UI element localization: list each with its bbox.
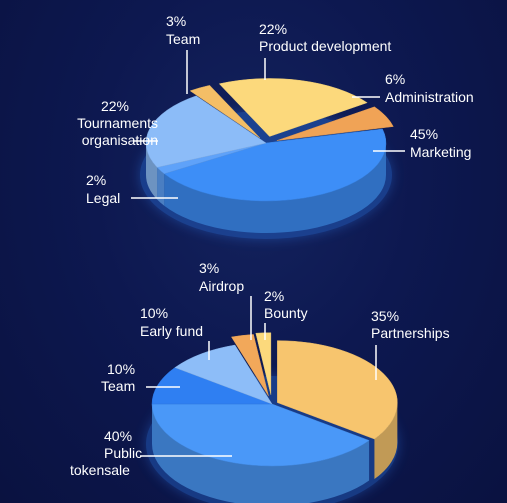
pie2-slice-public-tokensale xyxy=(151,403,370,467)
name-label-airdrop: Airdrop xyxy=(199,278,244,294)
name-label-team-1: Team xyxy=(166,31,200,47)
pie2-slice-airdrop xyxy=(231,334,269,397)
pie1-slice-administration xyxy=(276,106,394,141)
label-group-early-fund: 10% Early fund xyxy=(140,305,210,360)
pct-label-tournaments: 22% xyxy=(101,98,129,114)
label-group-public-tokensale: 40% Public tokensale xyxy=(70,428,232,478)
label-group-administration: 6% Administration xyxy=(352,71,474,105)
name-label-marketing: Marketing xyxy=(410,144,471,160)
pie1-side-legal xyxy=(157,167,165,206)
name-label-tournaments-2: organisation xyxy=(82,132,158,148)
pct-label-administration: 6% xyxy=(385,71,405,87)
name-label-partnerships: Partnerships xyxy=(371,325,450,341)
name-label-legal: Legal xyxy=(86,190,120,206)
pie-chart-expenses xyxy=(140,78,394,239)
pie2-slice-team xyxy=(151,367,273,405)
pct-label-partnerships: 35% xyxy=(371,308,399,324)
pie2-slice-early-fund xyxy=(174,344,273,405)
pie-chart-token-distribution xyxy=(146,332,398,503)
pie2-side-public-tokensale xyxy=(152,404,370,503)
label-group-bounty: 2% Bounty xyxy=(264,288,308,340)
pie1-side-marketing xyxy=(164,143,386,234)
label-group-partnerships: 35% Partnerships xyxy=(371,308,450,380)
label-group-product-development: 22% Product development xyxy=(259,21,391,80)
pie2-slice-bounty xyxy=(255,332,272,395)
pct-label-legal: 2% xyxy=(86,172,106,188)
name-label-tournaments-1: Tournaments xyxy=(77,115,158,131)
pct-label-marketing: 45% xyxy=(410,126,438,142)
pct-label-bounty: 2% xyxy=(264,288,284,304)
pct-label-public-tokensale: 40% xyxy=(104,428,132,444)
name-label-bounty: Bounty xyxy=(264,305,308,321)
label-group-legal: 2% Legal xyxy=(86,172,178,206)
name-label-product-development: Product development xyxy=(259,38,391,54)
pie1-slice-team xyxy=(189,85,261,139)
label-group-airdrop: 3% Airdrop xyxy=(199,260,252,340)
label-group-tournaments: 22% Tournaments organisation xyxy=(77,98,158,148)
name-label-early-fund: Early fund xyxy=(140,323,203,339)
pie1-slice-tournaments-organisation xyxy=(145,95,267,168)
label-group-marketing: 45% Marketing xyxy=(373,126,471,160)
name-label-public-tokensale-2: tokensale xyxy=(70,462,130,478)
pct-label-airdrop: 3% xyxy=(199,260,219,276)
pie2-slice-partnerships xyxy=(277,340,398,440)
pie1-side-tournaments-organisation xyxy=(146,143,158,200)
pct-label-early-fund: 10% xyxy=(140,305,168,321)
pct-label-product-development: 22% xyxy=(259,21,287,37)
name-label-team-2: Team xyxy=(101,378,135,394)
pct-label-team-2: 10% xyxy=(107,361,135,377)
label-group-team-1: 3% Team xyxy=(166,13,200,94)
name-label-public-tokensale-1: Public xyxy=(104,445,142,461)
name-label-administration: Administration xyxy=(385,89,474,105)
label-group-team-2: 10% Team xyxy=(101,361,180,394)
pct-label-team-1: 3% xyxy=(166,13,186,29)
